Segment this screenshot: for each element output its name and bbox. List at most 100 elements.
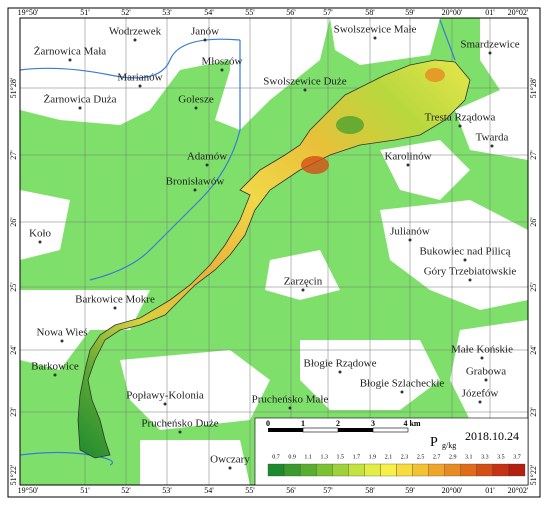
place-dot: [373, 36, 377, 40]
legend-value: 1.3: [320, 454, 328, 460]
place-dot: [228, 466, 232, 470]
place-name: Grabowa: [466, 366, 506, 378]
scale-bar: [302, 427, 339, 433]
scale-bar: [372, 427, 409, 433]
legend-swatch: [316, 463, 333, 477]
legend-swatch: [380, 463, 397, 477]
place-dot: [138, 84, 142, 88]
lon-label: 54': [204, 8, 214, 17]
lat-label: 51°22': [529, 464, 538, 485]
grid: [20, 18, 528, 485]
lon-label: 59': [405, 486, 415, 495]
reservoir: [77, 59, 471, 459]
place-dot: [480, 356, 484, 360]
place-name: Owczary: [210, 454, 250, 466]
place-dot: [193, 188, 197, 192]
place-name: Adamów: [187, 151, 227, 163]
place-dot: [484, 378, 488, 382]
place-dot: [220, 68, 224, 72]
place-dot: [408, 238, 412, 242]
scale-label: 1: [301, 419, 305, 428]
place-dot: [478, 400, 482, 404]
place-dot: [406, 163, 410, 167]
legend-swatch: [348, 463, 365, 477]
lat-label: 26': [529, 217, 538, 227]
legend-value: 1.1: [304, 454, 312, 460]
lon-label: 58': [365, 486, 375, 495]
place-name: Marianów: [117, 72, 162, 84]
place-name: Młoszów: [202, 56, 243, 68]
legend-value: 2.1: [385, 454, 393, 460]
legend-swatch: [299, 463, 317, 477]
place-name: Tresta Rządowa: [425, 112, 496, 124]
lon-label: 51': [80, 486, 90, 495]
labels: 19°50' 19°50' 51' 51' 52' 52' 53' 53' 54' 54' 55' 5…: [9, 8, 538, 495]
lon-label: 01': [485, 486, 495, 495]
place-name: Julianów: [390, 226, 430, 238]
legend-value: 3.1: [465, 454, 473, 460]
place-dot: [458, 124, 462, 128]
place-name: Golesze: [178, 94, 214, 106]
lon-label: 20°00': [442, 486, 463, 495]
legend-parameter: P: [430, 435, 438, 450]
lon-label: 53': [162, 486, 172, 495]
legend-value: 1.5: [337, 454, 345, 460]
place-name: Prucheńsko Duże: [141, 418, 218, 430]
place-dot: [463, 258, 467, 262]
lon-label: 19°50': [18, 8, 39, 17]
lon-label: 57': [323, 8, 333, 17]
place-dot: [194, 106, 198, 110]
legend-value: 1.9: [369, 454, 377, 460]
scale-label: 3: [371, 419, 375, 428]
place-name: Zarzęcin: [284, 276, 323, 288]
place-name: Wodrzewek: [109, 26, 162, 38]
lon-label: 51': [80, 8, 90, 17]
place-dot: [163, 402, 167, 406]
scale-bar: [338, 428, 373, 432]
place-name: Bronisławów: [166, 176, 225, 188]
scale-label: 2: [336, 419, 340, 428]
map-body: [20, 18, 528, 485]
lon-label: 56': [286, 486, 296, 495]
lat-label: 25': [529, 282, 538, 292]
legend-swatch: [508, 463, 526, 477]
place-name: Żarnowica Mała: [34, 46, 106, 58]
place-name: Prucheńsko Małe: [252, 394, 329, 406]
legend-unit: g/kg: [442, 441, 456, 450]
place-dot: [288, 406, 292, 410]
place-name: Błogie Szlacheckie: [360, 378, 445, 390]
place-name: Koło: [29, 228, 52, 240]
lon-label: 55': [245, 8, 255, 17]
legend-value: 2.7: [433, 454, 441, 460]
place-name: Popławy-Kolonia: [126, 390, 204, 402]
lon-label: 20°02': [508, 8, 529, 17]
lon-label: 55': [245, 486, 255, 495]
place-dot: [133, 38, 137, 42]
lon-label: 56': [286, 8, 296, 17]
lat-label: 27': [529, 150, 538, 160]
legend-swatch: [476, 463, 494, 477]
place-name: Swolszewice Duże: [263, 76, 347, 88]
place-name: Janów: [191, 26, 219, 38]
place-name: Swolszewice Małe: [334, 24, 417, 36]
lon-label: 59': [405, 8, 415, 17]
place-name: Karolinów: [384, 151, 431, 163]
legend-value: 3.3: [481, 454, 489, 460]
place-dot: [205, 163, 209, 167]
place-name: Żarnowica Duża: [44, 94, 117, 106]
legend-value: 0.9: [288, 454, 296, 460]
legend-swatch: [332, 463, 349, 477]
lat-label: 25': [9, 282, 18, 292]
place-dot: [303, 88, 307, 92]
place-dot: [400, 390, 404, 394]
legend-value: 2.5: [417, 454, 425, 460]
place-dot: [68, 58, 72, 62]
place-dot: [78, 106, 82, 110]
place-dot: [488, 51, 492, 55]
place-name: Błogie Rządowe: [303, 358, 376, 370]
legend-value: 2.9: [449, 454, 457, 460]
scale-label: 4 km: [403, 419, 420, 428]
legend-swatch: [364, 463, 381, 477]
legend-value: 3.5: [497, 454, 505, 460]
scale-bar: [268, 428, 303, 432]
